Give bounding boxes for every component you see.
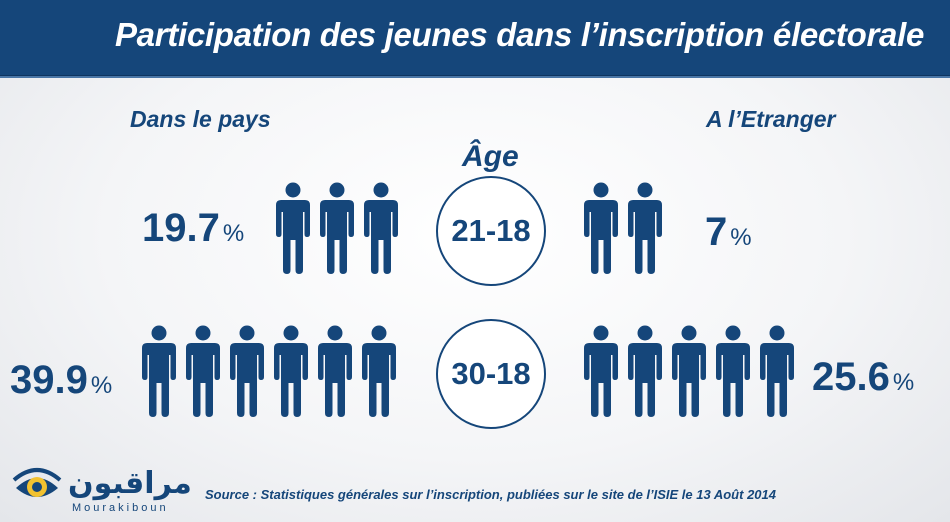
age-circle-30-18: 30-18 [436,319,546,429]
person-icon [628,182,662,274]
person-icon [274,325,308,417]
percent-etranger-21-18: 7% [705,210,752,254]
people-icons-etranger-21-18 [584,182,672,274]
person-icon [672,325,706,417]
person-icon [362,325,396,417]
age-circle-21-18: 21-18 [436,176,546,286]
age-label: Âge [462,140,519,173]
person-icon [584,182,618,274]
percent-pays-21-18: 19.7% [142,206,245,250]
people-icons-etranger-30-18 [584,325,804,417]
person-icon [186,325,220,417]
mourakiboun-logo: مراقبون Mourakiboun [12,462,193,520]
header-divider [0,76,950,78]
eye-icon [12,468,62,497]
person-icon [364,182,398,274]
person-icon [318,325,352,417]
people-icons-pays-21-18 [276,182,408,274]
person-icon [142,325,176,417]
section-label-etranger: A l’Etranger [706,106,836,132]
person-icon [716,325,750,417]
percent-etranger-30-18: 25.6% [812,355,915,399]
person-icon [276,182,310,274]
section-label-pays: Dans le pays [130,106,271,132]
person-icon [584,325,618,417]
person-icon [230,325,264,417]
header-banner: Participation des jeunes dans l’inscript… [0,0,950,78]
logo-arabic-text: مراقبون [68,466,193,501]
person-icon [320,182,354,274]
person-icon [760,325,794,417]
page-title: Participation des jeunes dans l’inscript… [114,16,924,53]
logo-latin-text: Mourakiboun [72,502,169,514]
percent-pays-30-18: 39.9% [10,358,113,402]
person-icon [628,325,662,417]
source-note: Source : Statistiques générales sur l’in… [205,487,776,502]
people-icons-pays-30-18 [142,325,406,417]
